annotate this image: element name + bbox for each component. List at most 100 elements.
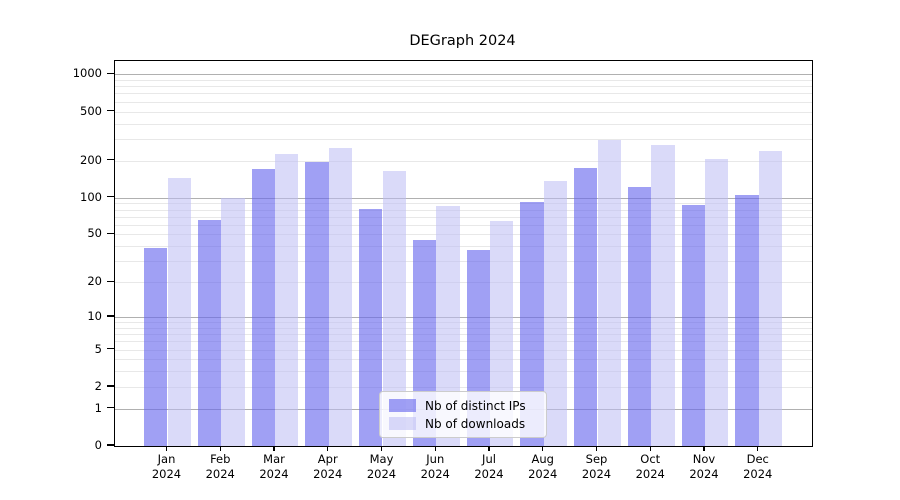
x-tick	[757, 446, 759, 451]
x-tick-label: Jun 2024	[407, 452, 463, 481]
x-tick	[165, 446, 168, 451]
legend-item-downloads: Nb of downloads	[380, 417, 546, 431]
y-tick	[107, 159, 114, 161]
x-tick-month: Mar	[263, 452, 285, 466]
x-tick	[219, 446, 221, 451]
minor-gridline	[115, 101, 812, 103]
minor-gridline	[115, 160, 812, 162]
minor-gridline	[115, 334, 812, 336]
chart-title: DEGraph 2024	[409, 33, 516, 49]
y-tick-label: 1000	[72, 66, 102, 81]
x-tick-year: 2024	[205, 466, 235, 481]
legend-label-downloads: Nb of downloads	[425, 416, 526, 431]
bar-downloads	[543, 180, 568, 446]
bar-distinct-ips	[627, 186, 652, 446]
minor-gridline	[115, 111, 812, 113]
x-tick	[649, 446, 651, 451]
x-tick-year: 2024	[420, 466, 450, 481]
y-tick	[107, 407, 114, 409]
minor-gridline	[115, 79, 812, 81]
major-gridline	[115, 74, 812, 76]
plot-area: Nb of distinct IPs Nb of downloads	[114, 60, 813, 447]
y-tick-label: 0	[94, 438, 102, 452]
major-gridline	[115, 316, 812, 318]
bar-distinct-ips	[305, 161, 329, 446]
minor-gridline	[115, 138, 812, 140]
x-tick	[488, 446, 490, 451]
x-tick-year: 2024	[581, 466, 612, 481]
x-tick-year: 2024	[689, 466, 719, 481]
major-gridline	[115, 197, 812, 199]
legend-swatch-distinct-ips	[389, 399, 416, 412]
bar-distinct-ips	[359, 208, 383, 446]
y-tick-label: 2	[94, 378, 102, 393]
minor-gridline	[115, 359, 812, 361]
y-tick-label: 10	[87, 308, 102, 323]
x-tick-month: Feb	[210, 452, 231, 466]
y-tick-label: 1	[94, 400, 102, 415]
minor-gridline	[115, 123, 812, 125]
bar-downloads	[651, 144, 675, 446]
x-tick-year: 2024	[259, 466, 289, 481]
x-tick-year: 2024	[743, 466, 773, 481]
legend: Nb of distinct IPs Nb of downloads	[379, 391, 547, 438]
x-tick	[273, 446, 275, 451]
y-tick-label: 200	[80, 152, 102, 167]
y-tick	[107, 347, 114, 350]
y-tick	[107, 315, 114, 317]
legend-label-distinct-ips: Nb of distinct IPs	[425, 398, 526, 413]
minor-gridline	[115, 246, 812, 248]
bar-downloads	[597, 139, 621, 446]
minor-gridline	[115, 234, 812, 236]
x-tick-label: Sep 2024	[569, 452, 625, 481]
bar-downloads	[275, 154, 299, 446]
x-tick-month: Aug	[531, 452, 554, 466]
y-tick	[107, 72, 114, 74]
y-tick	[107, 196, 114, 198]
x-tick-month: May	[369, 452, 394, 466]
x-tick-month: Sep	[585, 452, 608, 466]
x-tick-label: Dec 2024	[730, 452, 786, 481]
y-tick-label: 50	[87, 226, 102, 241]
x-tick-year: 2024	[474, 466, 504, 481]
x-tick	[703, 446, 705, 451]
x-tick-label: Nov 2024	[676, 452, 732, 481]
bar-distinct-ips	[735, 195, 759, 446]
x-tick	[542, 446, 544, 451]
x-tick-month: Jun	[426, 452, 445, 466]
bar-downloads	[758, 150, 783, 446]
bar-distinct-ips	[197, 219, 222, 446]
y-tick	[107, 385, 114, 387]
x-tick-month: Oct	[640, 452, 661, 466]
bar-downloads	[167, 177, 191, 446]
bar-distinct-ips	[251, 168, 275, 446]
minor-gridline	[115, 349, 812, 351]
bar-downloads	[328, 148, 353, 446]
y-tick	[107, 232, 114, 235]
minor-gridline	[115, 86, 812, 88]
x-tick-year: 2024	[151, 466, 182, 481]
minor-gridline	[115, 209, 812, 211]
x-tick-label: Feb 2024	[192, 452, 248, 481]
x-tick	[380, 446, 383, 451]
x-tick-year: 2024	[366, 466, 397, 481]
minor-gridline	[115, 341, 812, 343]
x-tick	[327, 446, 329, 451]
bar-distinct-ips	[520, 201, 544, 446]
bar-distinct-ips	[144, 247, 168, 446]
x-tick-label: Mar 2024	[246, 452, 302, 481]
x-tick	[595, 446, 598, 451]
x-tick-label: Jul 2024	[461, 452, 517, 481]
x-tick-label: Aug 2024	[515, 452, 571, 481]
x-tick-label: May 2024	[354, 452, 410, 481]
x-tick-label: Apr 2024	[300, 452, 356, 481]
x-tick-label: Jan 2024	[139, 452, 195, 481]
bar-downloads	[705, 159, 729, 446]
minor-gridline	[115, 93, 812, 95]
y-tick-label: 5	[94, 341, 102, 356]
minor-gridline	[115, 282, 812, 284]
minor-gridline	[115, 322, 812, 324]
y-tick	[107, 109, 114, 112]
x-tick-month: Dec	[746, 452, 769, 466]
